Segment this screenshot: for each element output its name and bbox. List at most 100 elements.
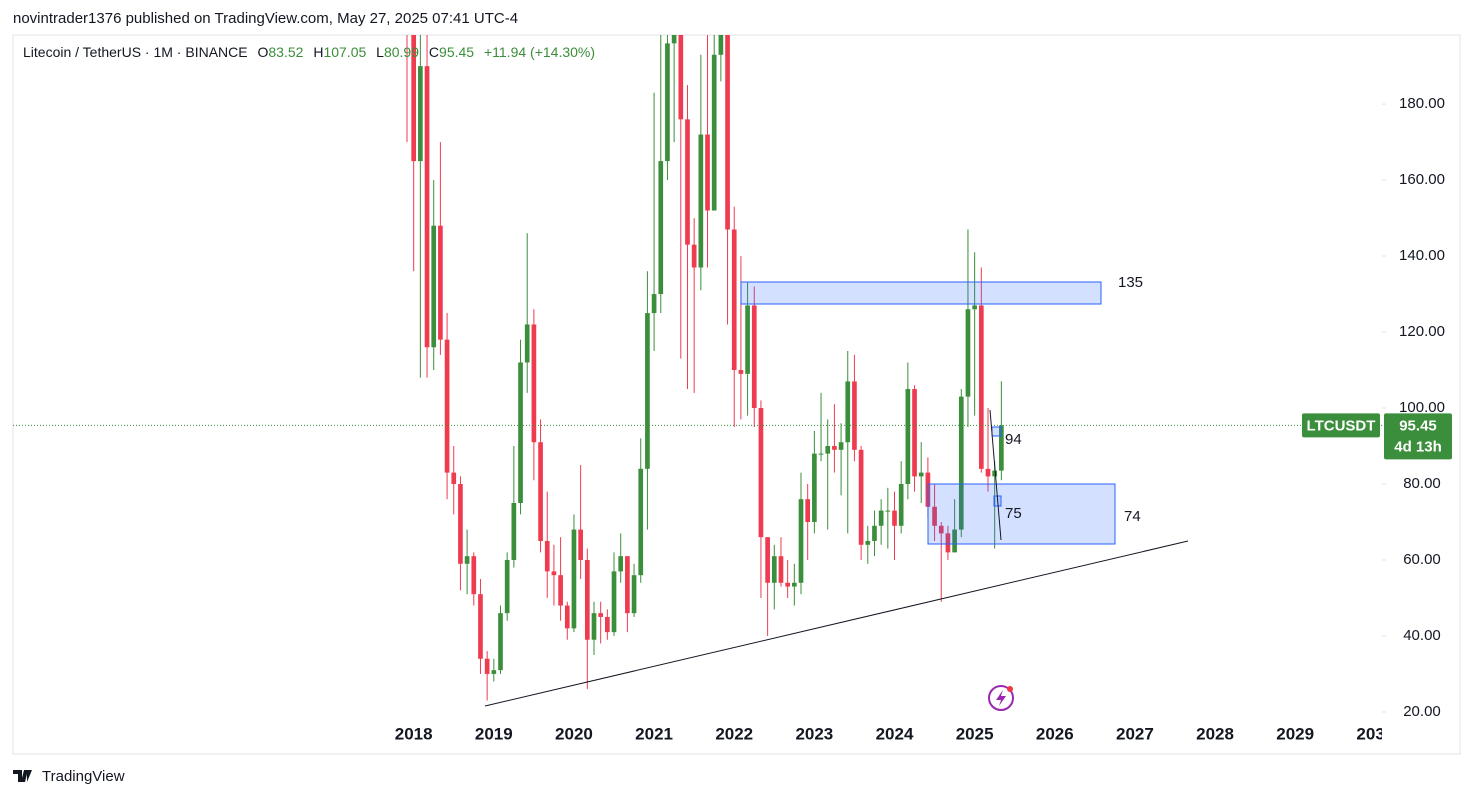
candle-body (518, 362, 523, 503)
candle-body (938, 525, 944, 534)
candle-body (418, 66, 423, 162)
candle-body (698, 134, 704, 268)
candle-body (718, 35, 724, 55)
candle-body (571, 529, 577, 629)
candle-body (798, 499, 804, 583)
y-tick-label: 180.00 (1399, 95, 1445, 112)
candle-body (665, 43, 670, 162)
candle-body (411, 35, 417, 162)
ohlc-key: L (376, 44, 384, 60)
candle-body (845, 381, 851, 443)
trend-line (484, 540, 1189, 707)
zone-box (740, 281, 1102, 305)
x-tick-label: 2022 (715, 724, 753, 743)
y-tick-label: 140.00 (1399, 247, 1445, 264)
candle-body (711, 54, 717, 211)
y-tick-label: 120.00 (1399, 323, 1445, 340)
candle-body (438, 225, 443, 340)
candle-body (791, 582, 797, 587)
x-tick-label: 2023 (795, 724, 833, 743)
candle-body (444, 339, 450, 473)
event-icon-bolt (996, 690, 1006, 706)
candle-body (898, 484, 904, 526)
candle-body (878, 510, 884, 526)
candle-body (705, 134, 710, 211)
candle-body (785, 582, 790, 587)
y-tick-label: 100.00 (1399, 399, 1445, 416)
candle-body (458, 484, 463, 564)
candle-body (685, 119, 690, 245)
candle-body (498, 613, 503, 671)
candle-body (731, 229, 737, 371)
small-box (991, 426, 1002, 437)
candle-body (858, 449, 864, 545)
candle-body (484, 658, 490, 674)
candle-body (972, 305, 977, 310)
symbol-tag-text: LTCUSDT (1307, 417, 1376, 434)
candle-body (771, 556, 777, 583)
annotation: 75 (1005, 505, 1022, 522)
y-tick-label: 160.00 (1399, 171, 1445, 188)
x-tick-label: 2024 (876, 724, 914, 743)
candle-body (591, 613, 597, 640)
candle-body (892, 510, 897, 526)
candle-body (745, 305, 750, 374)
candle-body (618, 556, 624, 572)
candle-body (838, 442, 844, 450)
ohlc-key: H (313, 44, 323, 60)
candle-body (451, 472, 457, 485)
candle-body (564, 605, 570, 629)
footer-brand: TradingView (42, 768, 125, 785)
candle-body (471, 556, 477, 595)
candle-body (605, 616, 610, 633)
symbol-legend: Litecoin / TetherUS · 1M · BINANCE O83.5… (23, 44, 595, 60)
candle-body (558, 575, 563, 606)
candle-body (999, 425, 1004, 471)
x-tick-label: 2028 (1196, 724, 1234, 743)
candle-body (885, 510, 891, 512)
ohlc-value: 107.05 (323, 44, 366, 60)
price-tag-value: 95.45 (1399, 417, 1437, 434)
candle-body (544, 540, 550, 572)
x-tick-label: 2026 (1036, 724, 1074, 743)
event-icon[interactable] (988, 685, 1014, 711)
ohlc-value: 95.45 (439, 44, 474, 60)
candle-body (651, 294, 657, 314)
candle-body (945, 533, 951, 553)
candle-body (671, 35, 677, 44)
candle-body (431, 225, 437, 348)
candle-body (765, 537, 770, 583)
candle-body (758, 408, 764, 538)
drawings: 135 94 75 74 (484, 274, 1189, 711)
annotation: 94 (1005, 431, 1022, 448)
candle-body (832, 446, 837, 450)
candle-body (805, 499, 811, 522)
x-tick-label: 2021 (635, 724, 673, 743)
logo-mark (13, 770, 32, 782)
candle-body (725, 35, 730, 230)
candle-body (751, 305, 757, 409)
candle-body (738, 370, 744, 374)
candle-body (872, 525, 877, 541)
price-tag-countdown: 4d 13h (1394, 438, 1442, 455)
plot-area (13, 35, 1382, 701)
x-tick-label: 2030 (1356, 724, 1394, 743)
symbol-title: Litecoin / TetherUS · 1M · BINANCE (23, 44, 248, 60)
y-tick-label: 60.00 (1403, 551, 1441, 568)
candle-body (992, 470, 998, 477)
zone-box (927, 483, 1116, 545)
y-tick-label: 80.00 (1403, 475, 1441, 492)
candle-body (905, 389, 911, 485)
candle-body (678, 35, 684, 120)
price-tag (1384, 413, 1452, 460)
candle-body (865, 540, 871, 545)
ohlc-value: 80.99 (384, 44, 419, 60)
legend: Litecoin / TetherUS · 1M · BINANCE O83.5… (23, 44, 595, 60)
candle-body (625, 556, 630, 614)
annotation: 135 (1118, 274, 1143, 291)
candle-body (631, 575, 637, 614)
annotation: 74 (1124, 508, 1141, 525)
x-tick-label: 2025 (956, 724, 994, 743)
candle-body (812, 453, 817, 522)
published-line: novintrader1376 published on TradingView… (13, 10, 518, 27)
